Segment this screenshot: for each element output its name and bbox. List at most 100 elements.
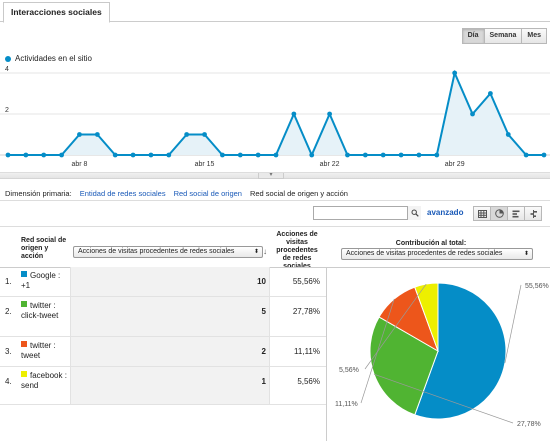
- data-point: [255, 152, 261, 158]
- x-tick-label: abr 8: [71, 161, 87, 168]
- dimension-cell[interactable]: twitter : tweet: [21, 341, 67, 361]
- x-tick-label: abr 15: [195, 161, 215, 168]
- metric-value: 1: [261, 377, 266, 386]
- series-area: [8, 73, 544, 155]
- data-point: [398, 152, 404, 158]
- data-point: [362, 152, 368, 158]
- sort-desc-icon[interactable]: ↓: [263, 247, 267, 256]
- data-point: [505, 132, 511, 137]
- table-pie-separator: [326, 267, 327, 441]
- granularity-month-button[interactable]: Mes: [521, 28, 547, 44]
- granularity-week-button[interactable]: Semana: [483, 28, 523, 44]
- dimension-cell[interactable]: twitter : click-tweet: [21, 301, 67, 321]
- data-point: [380, 152, 386, 158]
- pie-view-icon[interactable]: [490, 206, 508, 221]
- metric-cell-bg: [70, 367, 270, 404]
- advanced-filter-link[interactable]: avanzado: [427, 208, 464, 217]
- chart-resize-handle[interactable]: ▾: [0, 172, 550, 179]
- contribution-pie-chart: 55,56% 27,78% 11,11% 5,56%: [335, 282, 549, 428]
- dimension-option-entity[interactable]: Entidad de redes sociales: [79, 189, 166, 198]
- table-row: 1. Google : +1 10 55,56%: [0, 267, 326, 297]
- select-arrows-icon: ⬍: [253, 249, 259, 255]
- dimension-cell[interactable]: facebook : send: [21, 371, 67, 391]
- pie-leader-line: [364, 283, 427, 370]
- data-point: [345, 152, 350, 158]
- metric-percentage: 27,78%: [292, 307, 320, 316]
- data-point: [112, 152, 118, 158]
- pie-label: 5,56%: [339, 367, 359, 374]
- dimension-link[interactable]: Google : +1: [21, 271, 61, 290]
- activity-line-chart: 4 2 abr 8 abr 15 abr 22 abr 29: [0, 66, 550, 168]
- tab-interacciones-sociales[interactable]: Interacciones sociales: [3, 2, 110, 23]
- data-point: [130, 152, 136, 158]
- table-row: 4. facebook : send 1 5,56%: [0, 367, 326, 405]
- metric-percentage: 5,56%: [297, 377, 320, 386]
- dimension-link[interactable]: twitter : tweet: [21, 341, 56, 360]
- tab-bar: Interacciones sociales: [0, 0, 550, 23]
- contribution-metric-select[interactable]: Acciones de visitas procedentes de redes…: [341, 248, 533, 260]
- data-point: [273, 152, 279, 158]
- metric-cell-bg: [70, 297, 270, 336]
- table-row: 3. twitter : tweet 2 11,11%: [0, 337, 326, 367]
- pie-slice: [414, 282, 507, 420]
- comparison-view-icon[interactable]: [524, 206, 542, 221]
- select-arrows-icon: ⬍: [523, 251, 529, 257]
- data-point: [59, 152, 64, 158]
- resize-grip-icon[interactable]: ▾: [258, 172, 284, 179]
- data-point: [541, 152, 547, 158]
- data-point: [148, 152, 154, 158]
- dimension-column-header[interactable]: Red social de origen y acción: [21, 237, 67, 260]
- chart-legend[interactable]: Actividades en el sitio: [5, 54, 92, 63]
- metric-cell-bg: [70, 267, 270, 296]
- y-tick-label: 2: [5, 107, 9, 114]
- table-search-input[interactable]: [313, 206, 421, 220]
- metric-cell-bg: [70, 337, 270, 366]
- dimension-link[interactable]: facebook : send: [21, 371, 67, 390]
- data-point: [202, 132, 207, 137]
- metric-percentage: 11,11%: [294, 347, 320, 356]
- metric-column-header[interactable]: Acciones de visitas procedentes de redes…: [276, 231, 318, 270]
- data-point: [309, 152, 315, 158]
- metric-value: 10: [257, 277, 266, 286]
- metric-percentage: 55,56%: [292, 277, 320, 286]
- row-number: 1.: [5, 277, 12, 286]
- metric-select-value: Acciones de visitas procedentes de redes…: [78, 248, 235, 255]
- data-point: [94, 132, 100, 137]
- pie-label: 11,11%: [335, 401, 358, 408]
- view-switcher: [473, 206, 542, 221]
- dimension-link[interactable]: twitter : click-tweet: [21, 301, 59, 320]
- granularity-day-button[interactable]: Día: [461, 28, 485, 44]
- metric-value: 5: [261, 307, 266, 316]
- table-row: 2. twitter : click-tweet 5 27,78%: [0, 297, 326, 337]
- data-point: [237, 152, 243, 158]
- data-point: [470, 111, 475, 117]
- series-color-swatch: [21, 341, 27, 347]
- data-point: [77, 132, 82, 137]
- x-tick-label: abr 29: [445, 161, 465, 168]
- series-color-swatch: [21, 301, 27, 307]
- legend-dot-icon: [5, 55, 11, 62]
- search-icon[interactable]: [407, 206, 421, 220]
- table-view-icon[interactable]: [473, 206, 491, 221]
- series-color-swatch: [21, 271, 27, 277]
- metric-select[interactable]: Acciones de visitas procedentes de redes…: [73, 246, 263, 258]
- dimension-option-source[interactable]: Red social de origen: [173, 189, 242, 198]
- table-toolbar: [0, 200, 550, 227]
- data-point: [523, 152, 529, 158]
- pie-label: 27,78%: [517, 421, 541, 428]
- data-point: [41, 152, 47, 158]
- x-tick-label: abr 22: [320, 161, 340, 168]
- pie-label: 55,56%: [525, 283, 549, 290]
- contribution-title: Contribución al total:: [395, 240, 467, 247]
- data-point: [327, 111, 332, 117]
- row-number: 4.: [5, 377, 12, 386]
- dimension-cell[interactable]: Google : +1: [21, 271, 67, 291]
- metric-value: 2: [261, 347, 266, 356]
- series-color-swatch: [21, 371, 27, 377]
- row-number: 3.: [5, 347, 12, 356]
- data-point: [488, 91, 493, 96]
- pie-leader-line: [504, 284, 522, 363]
- table-top-border: [0, 267, 550, 268]
- bar-view-icon[interactable]: [507, 206, 525, 221]
- data-point: [23, 152, 29, 158]
